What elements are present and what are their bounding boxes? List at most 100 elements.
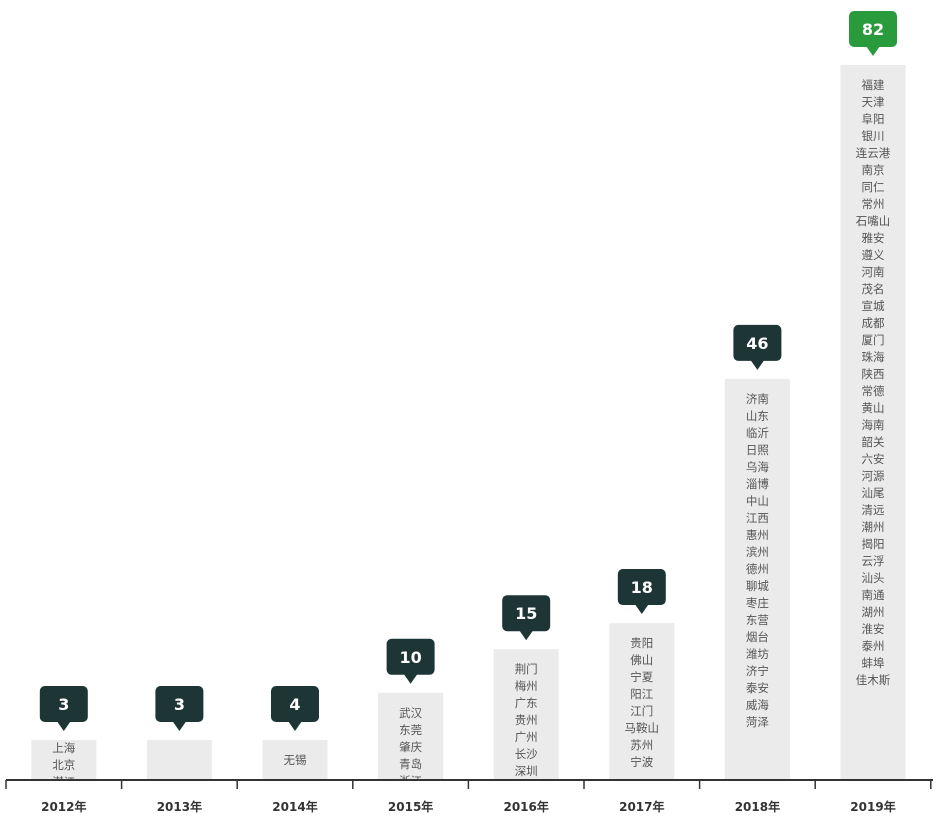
bar-city-label: 阜阳 — [862, 112, 885, 126]
bar-city-label: 泰安 — [746, 681, 769, 695]
bar-city-label: 淮安 — [862, 622, 885, 636]
bar-city-label: 枣庄 — [746, 596, 769, 610]
bar-city-label: 武汉 — [399, 706, 422, 720]
bar-city-label: 泰州 — [862, 639, 885, 653]
bar-city-label: 烟台 — [746, 630, 769, 644]
bar-city-label: 山东 — [746, 409, 769, 423]
x-tick-label: 2014年 — [272, 799, 317, 814]
bar-city-label: 贵阳 — [630, 636, 653, 650]
bar-city-label: 厦门 — [862, 333, 885, 347]
bar-2016年 — [493, 649, 559, 780]
bar-2019年 — [840, 65, 906, 780]
x-tick-label: 2015年 — [388, 799, 433, 814]
bar-city-label: 云浮 — [862, 554, 885, 568]
bar-city-label: 南通 — [862, 588, 885, 602]
value-badge: 10 — [386, 638, 435, 684]
bar-2012年 — [31, 740, 97, 780]
bar-city-label: 济宁 — [746, 664, 769, 678]
bar-city-label: 黄山 — [862, 401, 885, 415]
bar-city-label: 惠州 — [746, 528, 769, 542]
bar-2018年 — [724, 378, 790, 780]
bar-city-label: 马鞍山 — [625, 721, 660, 735]
bar-city-label: 北京 — [52, 758, 75, 772]
x-tick-label: 2016年 — [503, 799, 548, 814]
bar-city-label: 贵州 — [515, 713, 538, 727]
bar-city-label: 浙江 — [399, 774, 422, 788]
bar-city-label: 海南 — [862, 418, 885, 432]
value-label: 82 — [862, 20, 884, 39]
bar-city-label: 德州 — [746, 562, 769, 576]
bar-city-label: 临沂 — [746, 426, 769, 440]
x-tick-label: 2017年 — [619, 799, 664, 814]
bar-city-label: 深圳 — [515, 764, 538, 778]
bar-city-label: 上海 — [52, 741, 75, 755]
bar-city-label: 菏泽 — [746, 715, 769, 729]
value-badge: 3 — [155, 686, 204, 731]
bar-city-label: 遵义 — [862, 248, 885, 262]
bar-2013年 — [146, 740, 212, 780]
bar-city-label: 佛山 — [630, 653, 653, 667]
bar-city-label: 青岛 — [399, 757, 422, 771]
bar-city-label: 韶关 — [862, 435, 885, 449]
bar-city-label: 东营 — [746, 613, 769, 627]
bar-city-label: 连云港 — [856, 146, 891, 160]
bar-city-label: 六安 — [862, 452, 885, 466]
bar-city-label: 陕西 — [862, 367, 885, 381]
bar-city-label: 汕尾 — [862, 486, 885, 500]
bar-city-label: 威海 — [746, 698, 769, 712]
bar-city-label: 河南 — [862, 265, 885, 279]
bar-city-label: 苏州 — [630, 738, 653, 752]
bar-city-label: 雅安 — [862, 231, 885, 245]
bar-city-label: 淄博 — [746, 477, 769, 491]
value-label: 18 — [631, 578, 653, 597]
value-badge: 15 — [502, 595, 551, 641]
bar-city-label: 梅州 — [515, 679, 538, 693]
bar-city-label: 河源 — [862, 469, 885, 483]
bar-city-label: 宁波 — [630, 755, 653, 769]
bar-label-group: 福建天津阜阳银川连云港南京同仁常州石嘴山雅安遵义河南茂名宣城成都厦门珠海陕西常德… — [856, 78, 891, 687]
bar-city-label: 湛江 — [52, 775, 75, 789]
bar-city-label: 成都 — [862, 316, 885, 330]
value-label: 15 — [515, 604, 537, 623]
bar-city-label: 蚌埠 — [862, 656, 885, 670]
value-label: 4 — [289, 695, 300, 714]
bar-city-label: 长沙 — [515, 747, 538, 761]
bar-city-label: 天津 — [862, 95, 885, 109]
bar-city-label: 济南 — [746, 392, 769, 406]
value-badge: 82 — [849, 11, 897, 56]
bar-city-label: 石嘴山 — [856, 214, 891, 228]
bar-2015年 — [378, 692, 444, 780]
bar-city-label: 中山 — [746, 494, 769, 508]
bar-city-label: 聊城 — [746, 579, 769, 593]
bar-label-group: 无锡 — [284, 753, 307, 767]
value-badge: 18 — [617, 569, 666, 615]
bar-label-group: 武汉东莞肇庆青岛浙江扬州 — [399, 706, 422, 788]
bar-city-label: 乌海 — [746, 460, 769, 474]
bar-city-label: 宁夏 — [630, 670, 653, 684]
bar-city-label: 茂名 — [862, 282, 885, 296]
bar-city-label: 滨州 — [746, 545, 769, 559]
bar-city-label: 广东 — [515, 696, 538, 710]
x-tick-label: 2018年 — [735, 799, 780, 814]
value-badge: 46 — [733, 324, 782, 370]
bar-city-label: 珠海 — [862, 350, 885, 364]
bar-city-label: 广州 — [515, 730, 538, 744]
bar-city-label: 阳江 — [630, 687, 653, 701]
bar-city-label: 清远 — [862, 503, 885, 517]
x-tick-label: 2019年 — [850, 799, 895, 814]
x-tick-label: 2012年 — [41, 799, 86, 814]
bar-city-label: 常州 — [862, 197, 885, 211]
bar-city-label: 汕头 — [862, 571, 885, 585]
bar-city-label: 同仁 — [862, 180, 885, 194]
bar-city-label: 荆门 — [515, 662, 538, 676]
bar-city-label: 无锡 — [284, 753, 307, 767]
x-tick-label: 2013年 — [157, 799, 202, 814]
bar-city-label: 肇庆 — [399, 740, 422, 754]
value-badge: 4 — [271, 686, 319, 731]
